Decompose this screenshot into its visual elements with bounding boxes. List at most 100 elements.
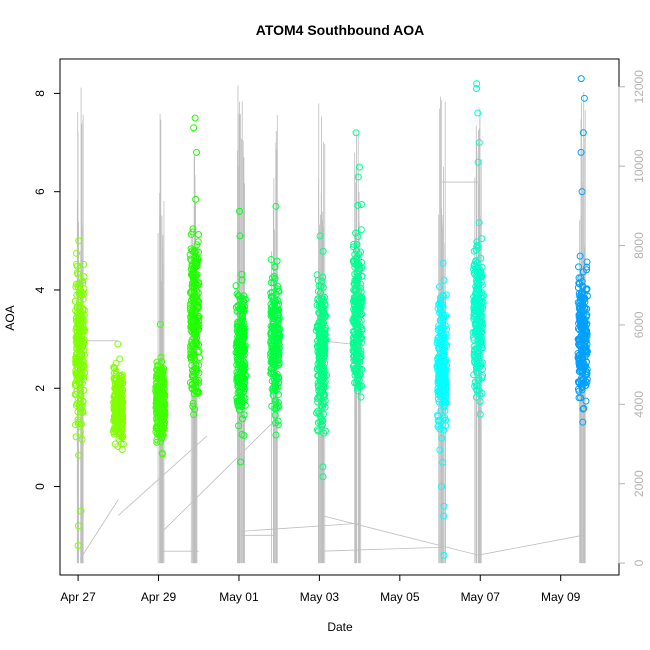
aoa-point <box>440 335 448 343</box>
aoa-point <box>440 502 448 510</box>
aoa-point <box>118 399 126 407</box>
aoa-point <box>236 406 244 414</box>
aoa-point <box>114 419 122 427</box>
aoa-point <box>190 248 198 256</box>
aoa-point <box>271 342 279 350</box>
aoa-point <box>321 403 329 411</box>
aoa-point <box>314 407 322 415</box>
aoa-point <box>190 300 198 308</box>
aoa-point <box>156 320 164 328</box>
aoa-point <box>582 329 590 337</box>
aoa-point <box>317 333 325 341</box>
aoa-point <box>269 384 277 392</box>
aoa-point <box>72 314 80 322</box>
aoa-point <box>272 202 280 210</box>
aoa-point <box>437 483 445 491</box>
aoa-point <box>577 274 585 282</box>
aoa-point <box>236 232 244 240</box>
aoa-point <box>470 336 478 344</box>
aoa-point <box>73 387 81 395</box>
aoa-point <box>111 380 119 388</box>
aoa-point <box>442 291 450 299</box>
aoa-point <box>579 347 587 355</box>
aoa-point <box>439 368 447 376</box>
aoa-point <box>351 305 359 313</box>
aoa-point <box>351 308 359 316</box>
aoa-point <box>234 378 242 386</box>
aoa-point <box>272 375 280 383</box>
aoa-point <box>189 280 197 288</box>
aoa-point <box>579 405 587 413</box>
aoa-point <box>160 404 168 412</box>
aoa-point <box>357 288 365 296</box>
aoa-point <box>353 335 361 343</box>
aoa-point <box>314 395 322 403</box>
aoa-point <box>475 286 483 294</box>
aoa-point <box>195 347 203 355</box>
aoa-point <box>193 260 201 268</box>
aoa-point <box>117 379 125 387</box>
aoa-point <box>478 235 486 243</box>
aoa-point <box>319 283 327 291</box>
aoa-point <box>577 148 585 156</box>
aoa-point <box>436 283 444 291</box>
aoa-point <box>441 407 449 415</box>
aoa-point <box>271 263 279 271</box>
aoa-point <box>354 173 362 181</box>
aoa-point <box>477 254 485 262</box>
aoa-point <box>473 307 481 315</box>
aoa-point <box>267 293 275 301</box>
aoa-point <box>74 371 82 379</box>
aoa-point <box>72 366 80 374</box>
x-axis: Apr 27 Apr 29 May 01 May 03 May 05 May 07 May … <box>60 574 581 604</box>
x-tick-label: Apr 27 <box>60 590 96 604</box>
aoa-point <box>576 304 584 312</box>
aoa-point <box>270 360 278 368</box>
aoa-point <box>190 351 198 359</box>
aoa-point <box>479 372 487 380</box>
aoa-point <box>321 311 329 319</box>
aoa-points <box>71 75 591 559</box>
aoa-point <box>116 376 124 384</box>
aoa-point <box>352 229 360 237</box>
aoa-point <box>351 277 359 285</box>
aoa-point <box>75 280 83 288</box>
aoa-point <box>239 340 247 348</box>
aoa-point <box>191 293 199 301</box>
aoa-point <box>233 322 241 330</box>
aoa-point <box>233 374 241 382</box>
aoa-point <box>436 446 444 454</box>
y2-connect-segment <box>321 515 479 556</box>
aoa-point <box>73 400 81 408</box>
aoa-point <box>473 243 481 251</box>
aoa-point <box>235 330 243 338</box>
aoa-point <box>112 370 120 378</box>
aoa-point <box>320 400 328 408</box>
aoa-point <box>355 163 363 171</box>
aoa-point <box>275 334 283 342</box>
aoa-point <box>354 201 362 209</box>
aoa-point <box>236 295 244 303</box>
right-tick-label: 2000 <box>632 470 646 497</box>
aoa-point <box>316 310 324 318</box>
aoa-point <box>72 334 80 342</box>
aoa-point <box>318 385 326 393</box>
aoa-point <box>350 318 358 326</box>
aoa-point <box>79 342 87 350</box>
aoa-point <box>156 438 164 446</box>
aoa-point <box>476 410 484 418</box>
aoa-point <box>114 340 122 348</box>
aoa-point <box>475 139 483 147</box>
aoa-point <box>74 394 82 402</box>
aoa-point <box>358 201 366 209</box>
y-tick-label: 8 <box>33 90 47 97</box>
aoa-point <box>191 114 199 122</box>
aoa-point <box>79 325 87 333</box>
aoa-point <box>272 431 280 439</box>
aoa-point <box>474 158 482 166</box>
aoa-point <box>316 377 324 385</box>
aoa-point <box>72 390 80 398</box>
aoa-point <box>442 416 450 424</box>
aoa-point <box>114 387 122 395</box>
aoa-point <box>440 426 448 434</box>
